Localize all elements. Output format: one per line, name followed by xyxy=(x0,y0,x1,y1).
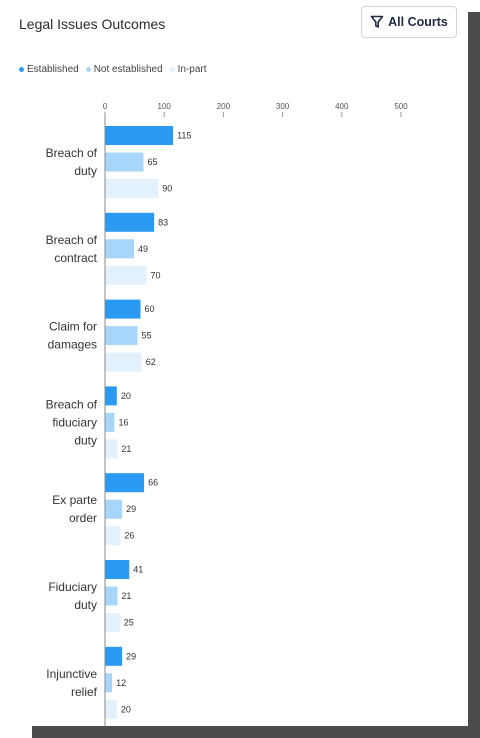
bar-established xyxy=(105,473,145,493)
bar-not-established xyxy=(105,239,135,259)
card-shadow-right xyxy=(468,12,480,738)
x-tick-label: 100 xyxy=(158,102,172,111)
data-label: 62 xyxy=(146,357,156,367)
category-label: damages xyxy=(48,338,97,352)
bar-established xyxy=(105,299,141,319)
bar-established xyxy=(105,646,123,666)
legend-dot-in-part xyxy=(169,67,175,72)
data-label: 25 xyxy=(124,618,134,628)
category-label: Breach of xyxy=(46,146,98,160)
data-label: 12 xyxy=(116,678,126,688)
data-label: 49 xyxy=(138,244,148,254)
bar-established xyxy=(105,212,155,232)
bar-not-established xyxy=(105,673,113,693)
category-label: Injunctive xyxy=(46,667,97,681)
category-label: order xyxy=(69,511,97,525)
bar-not-established xyxy=(105,152,144,172)
legend-dot-established xyxy=(19,67,24,72)
data-label: 83 xyxy=(158,217,168,227)
legend-label-not-established: Not established xyxy=(93,64,163,75)
x-tick-label: 300 xyxy=(276,102,290,111)
legend-item-not-established[interactable]: Not established xyxy=(85,64,163,75)
data-label: 115 xyxy=(177,131,191,141)
data-label: 60 xyxy=(145,304,155,314)
data-label: 29 xyxy=(126,651,136,661)
category-label: duty xyxy=(74,433,97,447)
category-label: Ex parte xyxy=(52,493,97,507)
filter-button-label: All Courts xyxy=(388,15,448,29)
x-tick-label: 0 xyxy=(103,102,108,111)
bar-established xyxy=(105,560,130,579)
chart-title: Legal Issues Outcomes xyxy=(19,16,166,32)
category-label: contract xyxy=(54,251,97,265)
legend-item-in-part[interactable]: In-part xyxy=(169,64,207,75)
data-label: 20 xyxy=(121,391,131,401)
category-label: Breach of xyxy=(46,397,98,411)
bar-not-established xyxy=(105,326,138,346)
data-label: 21 xyxy=(121,444,131,454)
bar-established xyxy=(105,386,117,406)
data-label: 29 xyxy=(126,504,136,514)
chart-card: Legal Issues Outcomes All Courts Establi… xyxy=(19,6,457,726)
x-tick-label: 500 xyxy=(394,102,408,111)
legend-label-established: Established xyxy=(27,64,79,75)
bar-in-part xyxy=(105,439,118,459)
category-label: fiduciary xyxy=(52,415,97,429)
category-label: Claim for xyxy=(49,320,97,334)
data-label: 66 xyxy=(148,478,158,488)
bar-in-part xyxy=(105,352,142,372)
category-label: relief xyxy=(71,685,98,699)
data-label: 90 xyxy=(162,184,172,194)
chart-legend: Established Not established In-part xyxy=(19,64,214,75)
legend-label-in-part: In-part xyxy=(177,64,207,75)
data-label: 26 xyxy=(124,531,134,541)
bar-in-part xyxy=(105,179,159,198)
data-label: 16 xyxy=(118,417,128,427)
data-label: 41 xyxy=(133,565,143,575)
data-label: 65 xyxy=(147,157,157,167)
bar-not-established xyxy=(105,586,118,606)
x-tick-label: 400 xyxy=(335,102,349,111)
data-label: 21 xyxy=(121,591,131,601)
court-filter-button[interactable]: All Courts xyxy=(361,6,457,38)
x-tick-label: 200 xyxy=(217,102,231,111)
data-label: 70 xyxy=(150,270,160,280)
data-label: 20 xyxy=(121,704,131,714)
bar-established xyxy=(105,126,174,145)
bar-in-part xyxy=(105,265,147,285)
bar-in-part xyxy=(105,613,120,632)
filter-icon xyxy=(370,15,384,29)
category-label: duty xyxy=(74,164,97,178)
bar-in-part xyxy=(105,699,117,719)
bar-in-part xyxy=(105,526,121,546)
category-label: Breach of xyxy=(46,233,98,247)
category-label: Fiduciary xyxy=(48,580,97,594)
bar-not-established xyxy=(105,412,115,432)
card-shadow-bottom xyxy=(32,726,480,738)
category-label: duty xyxy=(74,598,97,612)
bar-chart: 0 100 200 300 400 500 115 65 90 Breach of duty 83 49… xyxy=(46,102,408,726)
bar-not-established xyxy=(105,499,123,519)
legend-item-established[interactable]: Established xyxy=(19,64,79,75)
legend-dot-not-established xyxy=(85,67,91,72)
data-label: 55 xyxy=(142,331,152,341)
